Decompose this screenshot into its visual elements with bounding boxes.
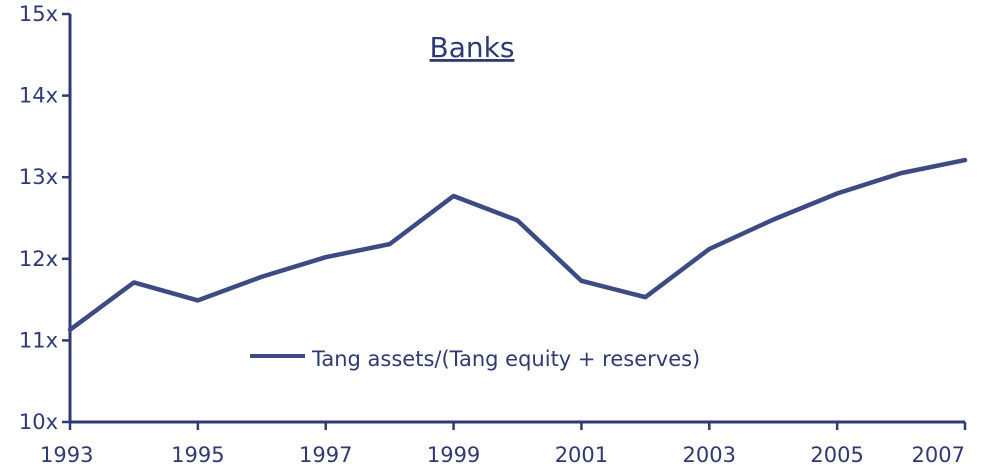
series-layer — [67, 157, 968, 333]
series-point — [643, 295, 648, 300]
x-axis: 1993 1995 1997 1999 2001 2003 2005 2007 — [40, 420, 967, 467]
y-tick-label: 13x — [19, 165, 58, 189]
series-point — [387, 242, 392, 247]
series-point — [131, 280, 136, 285]
y-tick-label: 12x — [19, 247, 58, 271]
x-tick-label: 2003 — [683, 443, 736, 467]
series-point — [899, 171, 904, 176]
x-tick-label: 1993 — [40, 443, 93, 467]
legend-label: Tang assets/(Tang equity + reserves) — [311, 347, 700, 371]
y-tick-label: 14x — [19, 84, 58, 108]
x-tick-label: 1997 — [299, 443, 352, 467]
series-line — [67, 157, 968, 333]
series-point — [68, 327, 72, 332]
x-tick-label: 2005 — [810, 443, 863, 467]
series-point — [963, 158, 967, 163]
y-tick-label: 11x — [19, 328, 58, 352]
x-tick-label: 1999 — [427, 443, 480, 467]
series-point — [195, 298, 200, 303]
legend: Tang assets/(Tang equity + reserves) — [250, 347, 700, 371]
series-point — [323, 255, 328, 260]
series-point — [771, 217, 776, 222]
y-tick-label: 10x — [19, 410, 58, 434]
x-tick-label: 2007 — [912, 443, 965, 467]
y-tick-label: 15x — [19, 2, 58, 26]
series-point — [707, 247, 712, 252]
series-point — [515, 218, 520, 223]
x-tick-label: 1995 — [171, 443, 224, 467]
x-tick-label: 2001 — [555, 443, 608, 467]
series-point — [259, 274, 264, 279]
chart-title: Banks — [430, 31, 515, 64]
series-point — [451, 193, 456, 198]
series-point — [835, 191, 840, 196]
series-point — [579, 278, 584, 283]
y-axis: 10x 11x 12x 13x 14x 15x — [19, 2, 72, 434]
